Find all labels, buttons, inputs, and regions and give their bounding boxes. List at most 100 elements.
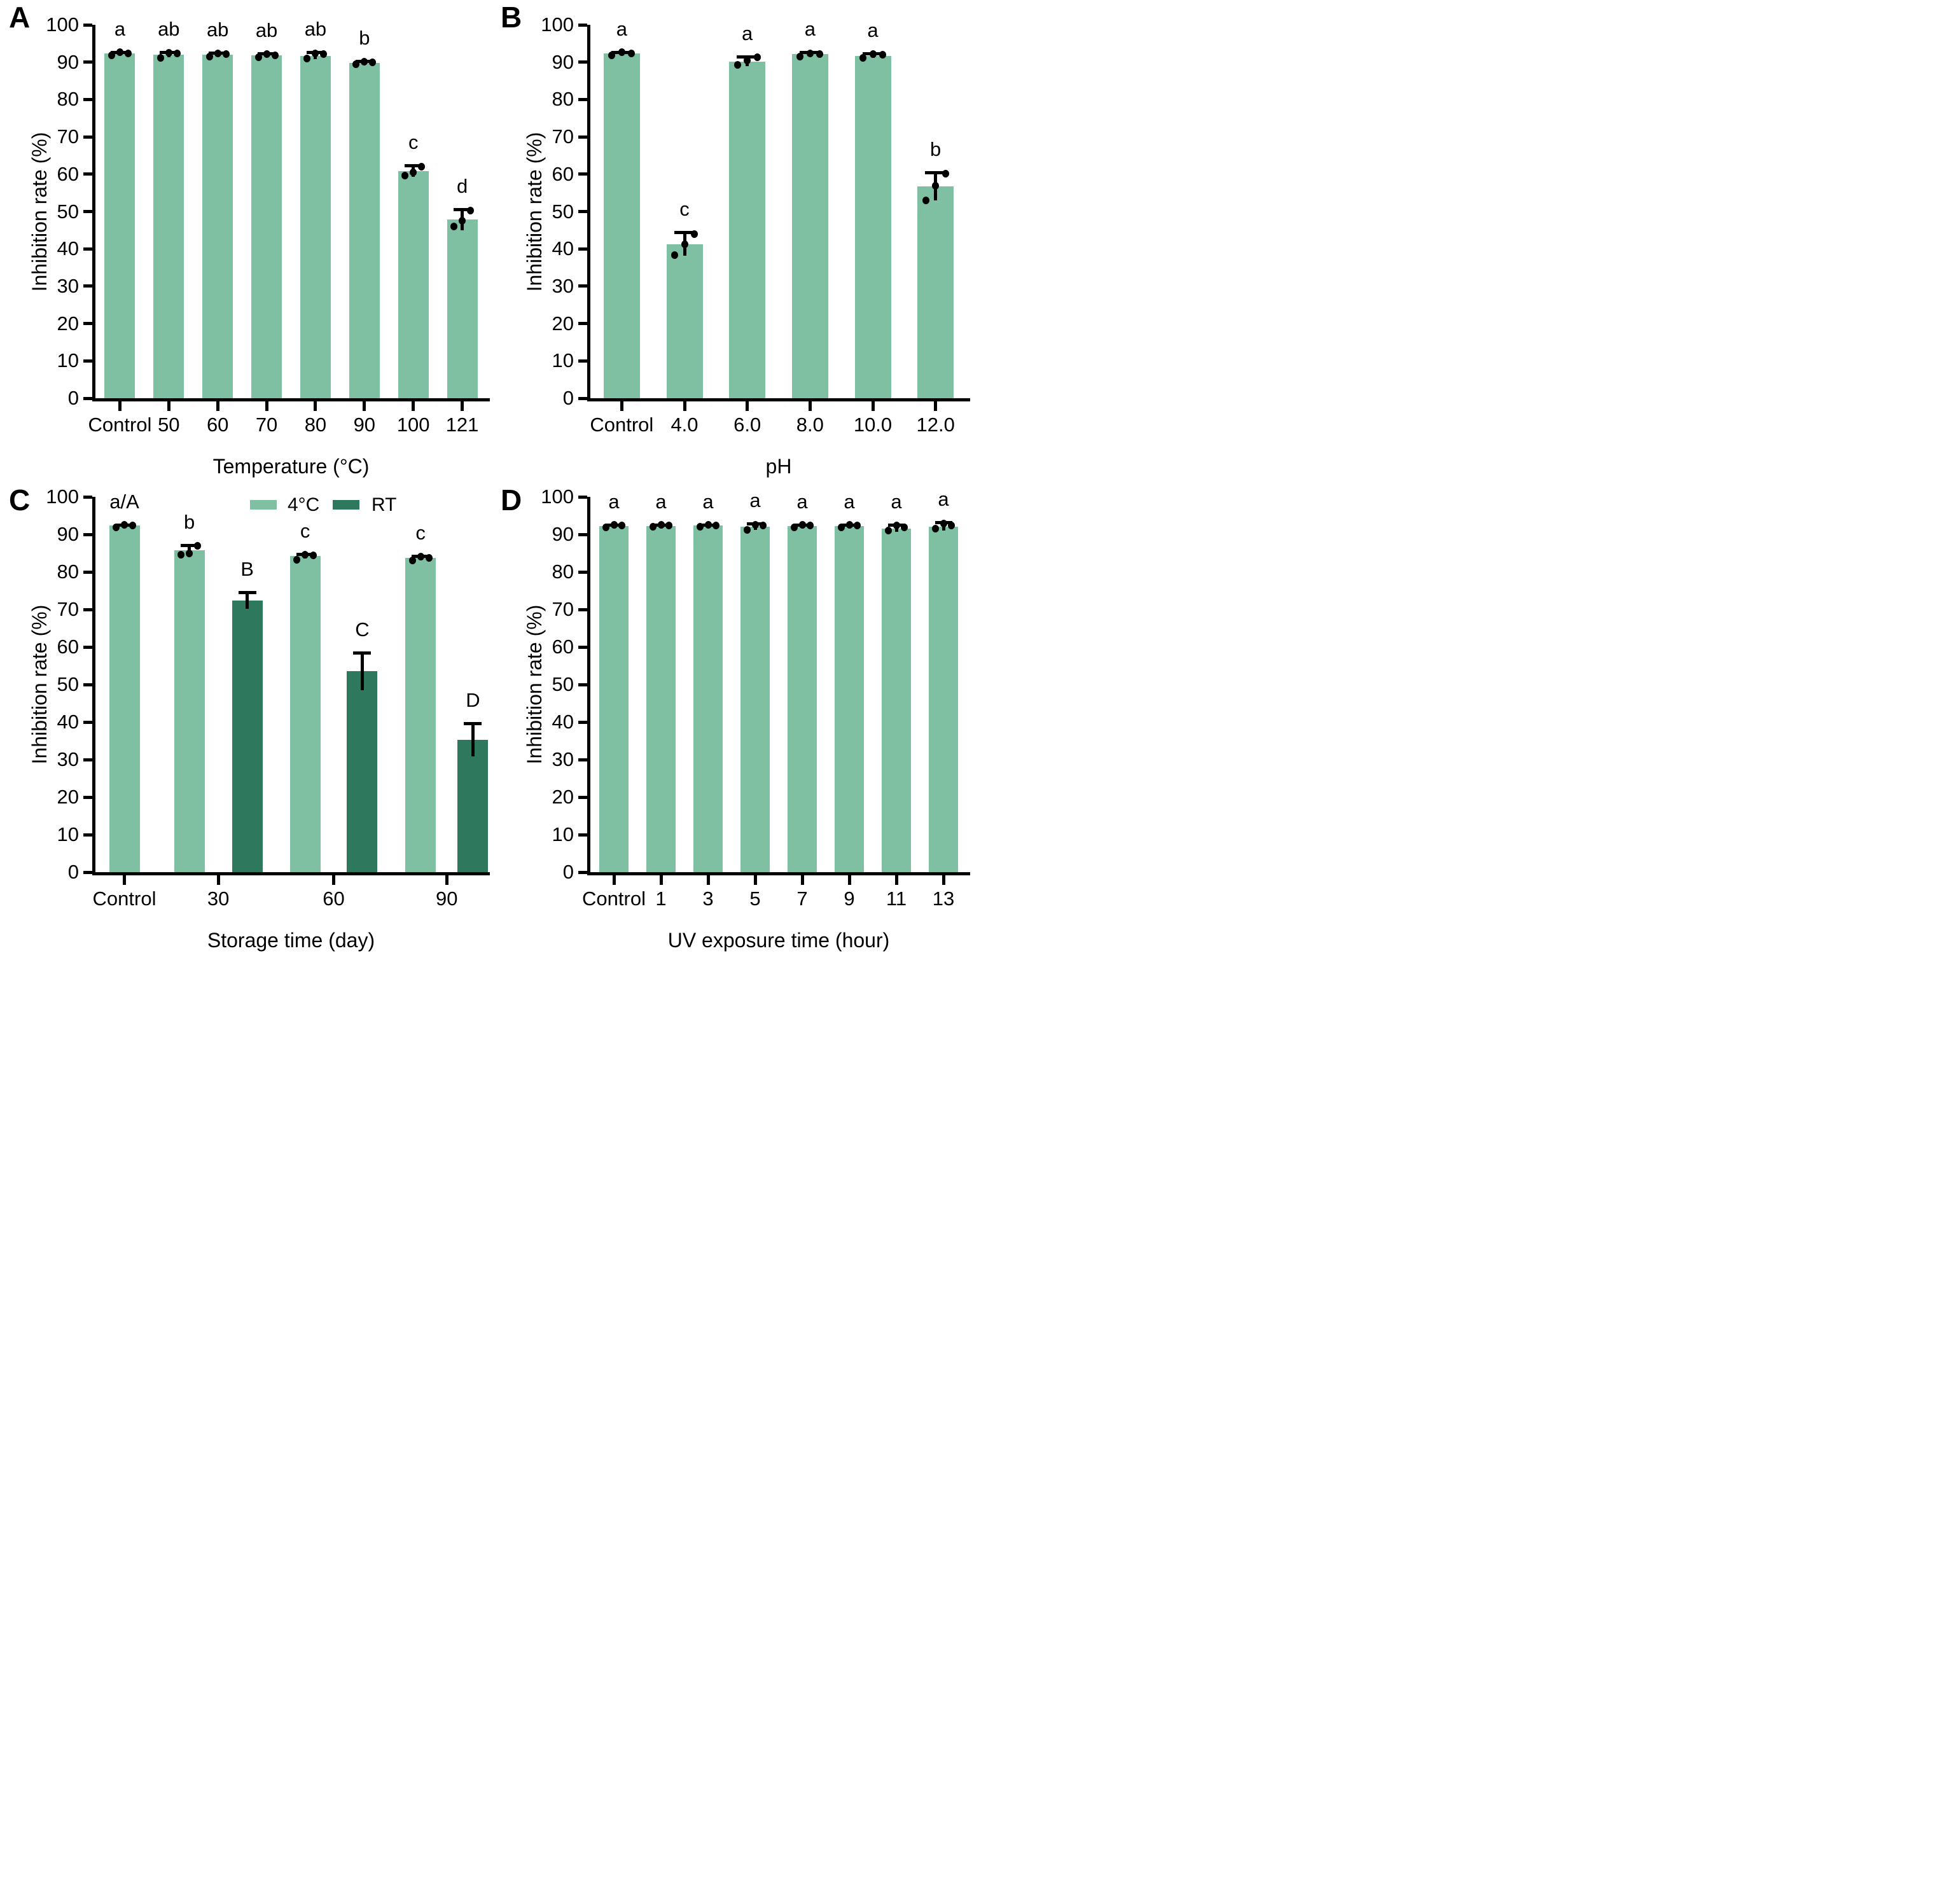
bar <box>791 54 828 398</box>
data-point <box>697 523 704 531</box>
y-axis-tick <box>578 758 587 761</box>
x-tick-label: 10.0 <box>853 413 893 436</box>
error-bar <box>620 52 623 55</box>
y-axis-tick <box>578 135 587 139</box>
data-point <box>628 50 636 58</box>
y-axis-tick <box>578 608 587 611</box>
bar <box>646 526 676 872</box>
error-bar-cap <box>404 164 422 168</box>
y-tick-label: 100 <box>541 13 574 36</box>
data-point <box>932 181 940 190</box>
x-axis-tick <box>445 875 448 885</box>
bar <box>693 525 723 872</box>
significance-letter: C <box>355 618 370 641</box>
error-bar-cap <box>209 52 227 55</box>
y-axis-title: Inhibition rate (%) <box>28 132 51 291</box>
y-axis-tick <box>83 60 92 64</box>
data-point <box>665 522 672 530</box>
bar <box>835 526 864 872</box>
y-axis-tick <box>83 247 92 251</box>
bar <box>104 53 136 398</box>
significance-letter: a <box>891 490 902 513</box>
y-tick-label: 30 <box>57 274 79 297</box>
y-axis-tick <box>83 532 92 536</box>
y-tick-label: 50 <box>57 673 79 695</box>
bar <box>202 54 233 398</box>
data-point <box>671 251 679 260</box>
data-point <box>459 216 466 225</box>
y-axis-tick <box>83 135 92 139</box>
y-tick-label: 100 <box>46 13 79 36</box>
x-tick-label: 90 <box>353 413 376 436</box>
data-point <box>271 51 279 59</box>
y-axis-tick <box>578 23 587 27</box>
y-tick-label: 30 <box>57 748 79 770</box>
x-tick-label: 6.0 <box>733 413 761 436</box>
x-axis-title: UV exposure time (hour) <box>667 929 890 952</box>
x-tick-label: 100 <box>396 413 430 436</box>
y-tick-label: 60 <box>552 636 574 658</box>
x-tick-label: 1 <box>655 887 667 910</box>
y-tick-label: 80 <box>552 560 574 583</box>
data-point <box>254 53 262 62</box>
data-point <box>922 197 929 205</box>
error-bar <box>419 556 422 560</box>
error-bar <box>471 723 475 756</box>
data-point <box>194 541 202 550</box>
bar <box>854 55 891 398</box>
bar <box>929 526 958 872</box>
x-axis-tick <box>332 875 336 885</box>
data-point <box>885 526 893 534</box>
y-tick-label: 0 <box>562 861 574 883</box>
significance-letter: a <box>804 18 816 41</box>
data-point <box>302 550 309 559</box>
y-axis-tick <box>83 172 92 176</box>
y-tick-label: 40 <box>57 711 79 733</box>
panel-c: C 0 10 20 30 40 50 60 70 80 90 100 Inhibition rate (… <box>0 0 976 952</box>
error-bar-cap <box>887 524 905 527</box>
x-axis-tick <box>746 401 749 411</box>
error-bar <box>216 53 219 57</box>
error-bar <box>942 522 945 531</box>
x-axis <box>92 872 490 875</box>
x-axis-title: pH <box>765 455 792 478</box>
y-tick-label: 0 <box>562 387 574 409</box>
y-axis-tick <box>578 322 587 326</box>
error-bar-cap <box>296 552 314 556</box>
y-tick-label: 20 <box>552 786 574 808</box>
data-point <box>186 549 193 557</box>
x-tick-label: 80 <box>304 413 327 436</box>
y-tick-label: 20 <box>57 786 79 808</box>
x-axis-tick <box>847 875 851 885</box>
bar <box>740 527 770 872</box>
y-tick-label: 30 <box>552 274 574 297</box>
x-tick-label: 8.0 <box>796 413 824 436</box>
data-point <box>425 553 433 562</box>
significance-letter: a <box>655 490 667 513</box>
y-axis-tick <box>83 758 92 761</box>
y-tick-label: 90 <box>552 523 574 545</box>
y-axis-tick <box>83 359 92 363</box>
error-bar <box>706 524 710 527</box>
error-bar-cap <box>353 651 372 655</box>
y-tick-label: 60 <box>552 162 574 185</box>
y-tick-label: 10 <box>552 823 574 845</box>
x-tick-label: 5 <box>749 887 761 910</box>
error-bar-cap <box>453 207 471 211</box>
x-tick-label: 121 <box>445 413 479 436</box>
data-point <box>222 50 230 59</box>
y-axis-tick <box>578 359 587 363</box>
y-axis-tick <box>83 683 92 686</box>
significance-letter: a <box>114 17 126 40</box>
bar <box>347 671 378 872</box>
y-axis-tick <box>83 720 92 724</box>
x-tick-label: Control <box>88 413 152 436</box>
x-axis <box>92 398 490 401</box>
data-point <box>116 48 123 57</box>
data-point <box>310 552 317 560</box>
y-axis-tick <box>578 870 587 874</box>
x-axis-tick <box>800 875 804 885</box>
y-tick-label: 80 <box>552 88 574 111</box>
data-point <box>293 555 301 564</box>
bar <box>289 556 321 872</box>
